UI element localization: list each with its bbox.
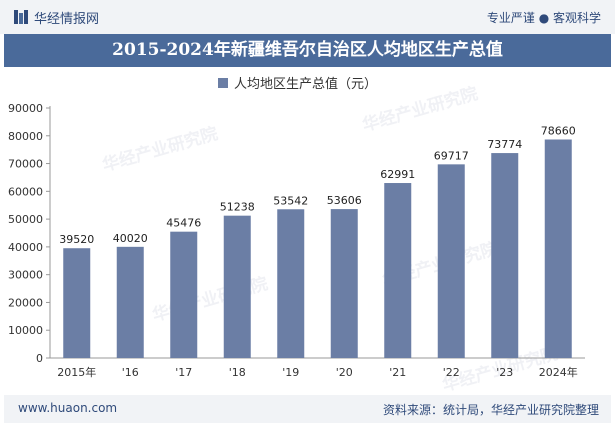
y-tick-label: 10000 [8,324,43,337]
bar [277,209,305,358]
bar [223,215,251,358]
brand-name: 华经情报网 [34,11,100,27]
legend-swatch [218,78,228,88]
brand: 华经情报网 [14,8,100,27]
y-tick-label: 90000 [8,102,43,115]
x-tick-label: 2015年 [57,365,96,379]
tagline: 专业严谨 ● 客观科学 [486,11,601,25]
bar [330,209,358,358]
legend-label: 人均地区生产总值（元） [234,76,377,92]
data-label: 78660 [541,125,576,138]
footer-bar: www.huaon.com 资料来源：统计局，华经产业研究院整理 [4,395,611,423]
site-url: www.huaon.com [18,401,118,415]
bar [384,183,412,358]
data-label: 62991 [380,168,415,181]
data-label: 53542 [273,194,308,207]
x-tick-label: 2024年 [539,365,578,379]
bar [170,231,198,358]
x-tick-label: '23 [496,366,513,379]
x-tick-label: '16 [122,366,139,379]
bar [491,153,519,358]
data-label: 69717 [434,149,469,162]
x-tick-label: '17 [175,366,192,379]
x-tick-label: '22 [443,366,460,379]
bar [116,246,144,358]
y-tick-label: 20000 [8,296,43,309]
bar [437,164,465,358]
header-bar: 华经情报网 专业严谨 ● 客观科学 [0,0,615,34]
y-tick-label: 30000 [8,269,43,282]
source-note: 资料来源：统计局，华经产业研究院整理 [382,403,599,417]
chart-title: 2015-2024年新疆维吾尔自治区人均地区生产总值 [112,40,503,60]
data-label: 40020 [113,232,148,245]
y-tick-label: 50000 [8,213,43,226]
y-tick-label: 80000 [8,130,43,143]
title-bar: 2015-2024年新疆维吾尔自治区人均地区生产总值 [4,34,611,67]
bar [544,139,572,358]
data-label: 73774 [487,138,522,151]
y-tick-label: 40000 [8,241,43,254]
x-tick-label: '19 [282,366,299,379]
data-label: 39520 [59,233,94,246]
bar [63,248,91,358]
y-tick-label: 60000 [8,185,43,198]
data-label: 53606 [327,194,362,207]
y-tick-label: 0 [36,352,43,365]
brand-logo-icon [14,10,28,24]
x-tick-label: '18 [229,366,246,379]
x-tick-label: '20 [336,366,353,379]
y-tick-label: 70000 [8,158,43,171]
data-label: 51238 [220,201,255,214]
x-tick-label: '21 [389,366,406,379]
data-label: 45476 [166,217,201,230]
